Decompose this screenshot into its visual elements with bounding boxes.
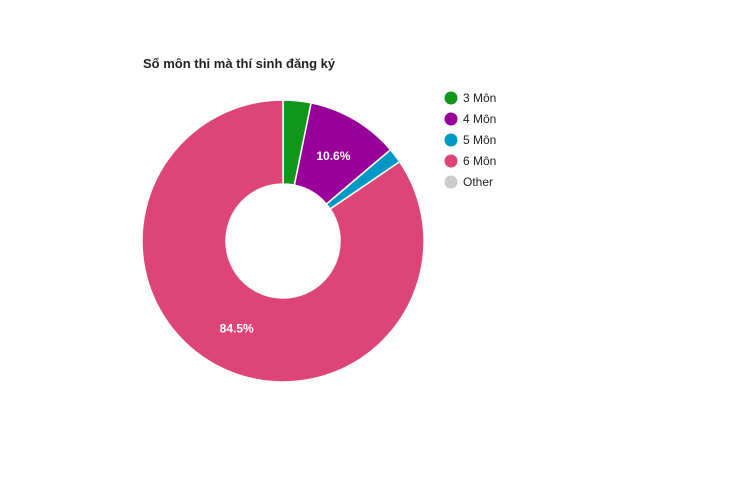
chart-title: Số môn thi mà thí sinh đăng ký [143, 56, 336, 71]
slice-labels-group: 10.6% 84.5% [220, 149, 351, 336]
legend-item-3-môn[interactable]: 3 Môn [444, 91, 497, 105]
legend-item-other[interactable]: Other [444, 175, 494, 189]
slices-group [141, 99, 425, 383]
legend-swatch [444, 112, 458, 126]
legend-item-6-môn[interactable]: 6 Môn [444, 154, 497, 168]
slice-label-6-môn: 84.5% [220, 321, 254, 335]
legend-swatch [444, 133, 458, 147]
legend-label: 6 Môn [463, 154, 496, 168]
slice-6-môn[interactable] [141, 99, 425, 383]
legend: 3 Môn 4 Môn 5 Môn 6 Môn Other [444, 91, 497, 189]
legend-swatch [444, 175, 458, 189]
legend-swatch [444, 91, 458, 105]
legend-label: Other [463, 175, 493, 189]
legend-item-4-môn[interactable]: 4 Môn [444, 112, 497, 126]
legend-label: 4 Môn [463, 112, 496, 126]
slice-label-4-môn: 10.6% [316, 149, 350, 163]
legend-label: 5 Môn [463, 133, 496, 147]
legend-item-5-môn[interactable]: 5 Môn [444, 133, 497, 147]
legend-label: 3 Môn [463, 91, 496, 105]
legend-swatch [444, 154, 458, 168]
